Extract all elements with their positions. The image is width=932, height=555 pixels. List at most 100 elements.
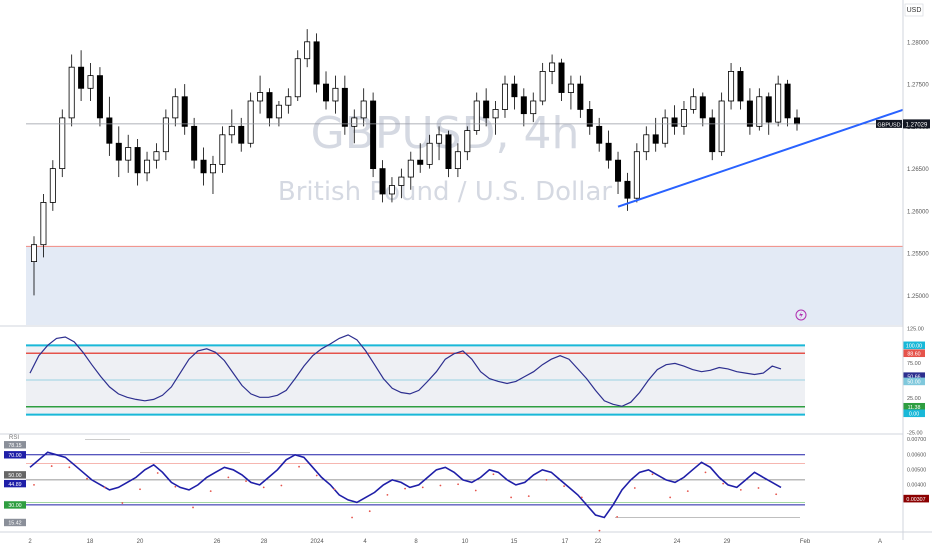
candle-body[interactable] <box>275 104 282 119</box>
candle-body[interactable] <box>144 159 151 174</box>
candle-body[interactable] <box>549 62 556 72</box>
candle-body[interactable] <box>765 96 772 123</box>
candle-body[interactable] <box>417 159 424 165</box>
lightning-icon[interactable] <box>795 309 807 321</box>
candle-body[interactable] <box>756 96 763 127</box>
candle-body[interactable] <box>464 130 471 153</box>
candle-body[interactable] <box>407 159 414 178</box>
candle-body[interactable] <box>238 125 245 144</box>
candle-body[interactable] <box>671 117 678 127</box>
candle-body[interactable] <box>40 202 47 246</box>
candle-body[interactable] <box>718 100 725 153</box>
candle-body[interactable] <box>191 125 198 161</box>
candle-body[interactable] <box>370 100 377 170</box>
candle-body[interactable] <box>87 75 94 89</box>
candle-body[interactable] <box>436 134 443 144</box>
candle-body[interactable] <box>426 142 433 165</box>
candle-body[interactable] <box>530 100 537 115</box>
candle-body[interactable] <box>294 58 301 98</box>
candle-body[interactable] <box>615 159 622 182</box>
candle-body[interactable] <box>219 134 226 165</box>
candle-body[interactable] <box>680 109 687 127</box>
candle-body[interactable] <box>181 96 188 127</box>
candle-body[interactable] <box>115 142 122 161</box>
candle-body[interactable] <box>304 41 311 60</box>
candle-body[interactable] <box>341 87 348 127</box>
candle-body[interactable] <box>690 96 697 110</box>
candle-body[interactable] <box>68 66 75 119</box>
candle-body[interactable] <box>162 117 169 153</box>
candle-body[interactable] <box>737 71 744 102</box>
candle-body[interactable] <box>49 168 56 203</box>
candle-body[interactable] <box>558 62 565 93</box>
candle-body[interactable] <box>605 142 612 161</box>
candle-body[interactable] <box>662 117 669 144</box>
left-level-tag-label: 70.00 <box>8 453 21 459</box>
candle-body[interactable] <box>398 176 405 186</box>
stoch-line[interactable] <box>29 334 782 407</box>
candle-body[interactable] <box>228 125 235 136</box>
candle-body[interactable] <box>624 180 631 199</box>
candle-body[interactable] <box>360 100 367 119</box>
candle-body[interactable] <box>473 100 480 131</box>
candle-body[interactable] <box>172 96 179 119</box>
candle-body[interactable] <box>78 66 85 89</box>
candle-body[interactable] <box>30 244 37 262</box>
candle-body[interactable] <box>379 168 386 195</box>
rsi-dot <box>439 484 442 487</box>
left-level-tag <box>4 471 26 479</box>
candle-body[interactable] <box>633 151 640 199</box>
panel-label: RSI <box>9 435 19 441</box>
candles[interactable] <box>30 29 801 296</box>
candle-body[interactable] <box>643 134 650 153</box>
candle-body[interactable] <box>200 159 207 174</box>
last-price-tag-label: 1.27029 <box>906 122 928 128</box>
candle-body[interactable] <box>775 83 782 123</box>
rsi-dot <box>192 506 194 509</box>
candle-body[interactable] <box>153 151 160 161</box>
candle-body[interactable] <box>388 185 395 195</box>
candle-body[interactable] <box>728 71 735 102</box>
candle-body[interactable] <box>257 92 264 102</box>
candle-body[interactable] <box>313 41 320 85</box>
candle-body[interactable] <box>492 109 499 119</box>
candle-body[interactable] <box>567 83 574 93</box>
candle-body[interactable] <box>596 125 603 144</box>
candle-body[interactable] <box>511 83 518 98</box>
candle-body[interactable] <box>794 117 801 125</box>
candle-body[interactable] <box>699 96 706 119</box>
stoch-level-tag <box>903 377 925 386</box>
candle-body[interactable] <box>125 147 132 161</box>
candle-body[interactable] <box>106 117 113 144</box>
candle-body[interactable] <box>323 83 330 102</box>
candle-body[interactable] <box>285 96 292 106</box>
currency-badge[interactable] <box>904 3 924 17</box>
candle-body[interactable] <box>247 100 254 144</box>
rsi-dot <box>227 476 230 479</box>
candle-body[interactable] <box>445 134 452 170</box>
candle-body[interactable] <box>652 134 659 144</box>
candle-body[interactable] <box>577 83 584 110</box>
candle-body[interactable] <box>709 117 716 153</box>
candle-body[interactable] <box>351 117 358 127</box>
candle-body[interactable] <box>483 100 490 119</box>
candle-body[interactable] <box>266 92 273 119</box>
candle-body[interactable] <box>454 151 461 170</box>
trendline[interactable] <box>617 108 904 208</box>
rsi-line[interactable] <box>29 451 782 519</box>
candle-body[interactable] <box>539 71 546 102</box>
candle-body[interactable] <box>134 147 141 174</box>
candle-body[interactable] <box>332 87 339 102</box>
candle-body[interactable] <box>784 83 791 119</box>
candle-body[interactable] <box>209 163 216 174</box>
rsi-dot <box>368 510 371 513</box>
rsi-dot <box>686 490 689 493</box>
candle-body[interactable] <box>520 96 527 115</box>
candle-body[interactable] <box>59 117 66 170</box>
candle-body[interactable] <box>746 100 753 127</box>
candle-body[interactable] <box>96 75 103 119</box>
candle-body[interactable] <box>586 109 593 127</box>
candle-body[interactable] <box>501 83 508 110</box>
